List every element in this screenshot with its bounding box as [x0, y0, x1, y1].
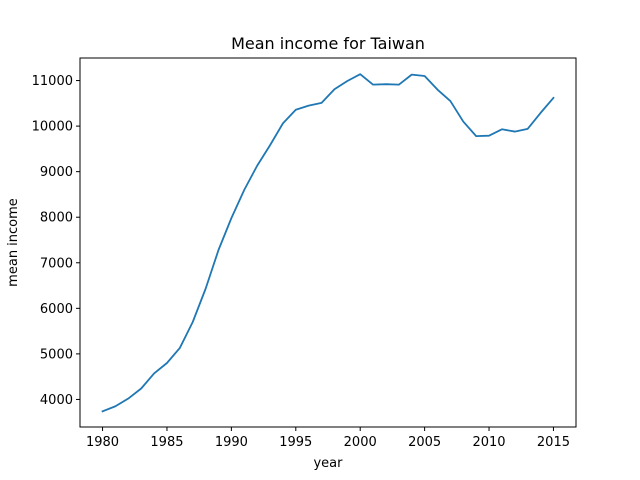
y-axis-label: mean income	[6, 198, 21, 287]
y-tick-label: 11000	[32, 74, 73, 89]
y-axis: 4000 5000 6000 7000 8000 9000 10000 11000	[32, 74, 80, 408]
chart-title: Mean income for Taiwan	[231, 34, 425, 53]
y-tick-label: 10000	[32, 120, 73, 135]
x-tick-label: 1995	[279, 435, 312, 450]
y-tick-label: 5000	[40, 347, 73, 362]
x-tick-label: 1990	[215, 435, 248, 450]
y-tick-label: 6000	[40, 302, 73, 317]
y-tick-label: 7000	[40, 256, 73, 271]
x-tick-label: 1985	[150, 435, 183, 450]
x-tick-label: 1980	[86, 435, 119, 450]
x-tick-label: 2015	[537, 435, 570, 450]
x-tick-label: 2000	[344, 435, 377, 450]
x-axis-label: year	[313, 456, 343, 471]
y-tick-label: 4000	[40, 393, 73, 408]
x-tick-label: 2010	[472, 435, 505, 450]
x-axis: 1980 1985 1990 1995 2000 2005 2010 2015	[86, 427, 570, 450]
plot-frame	[79, 57, 577, 428]
y-tick-label: 9000	[40, 165, 73, 180]
series-line	[101, 73, 555, 413]
y-tick-label: 8000	[40, 211, 73, 226]
plot-layer	[101, 73, 555, 413]
x-tick-label: 2005	[408, 435, 441, 450]
